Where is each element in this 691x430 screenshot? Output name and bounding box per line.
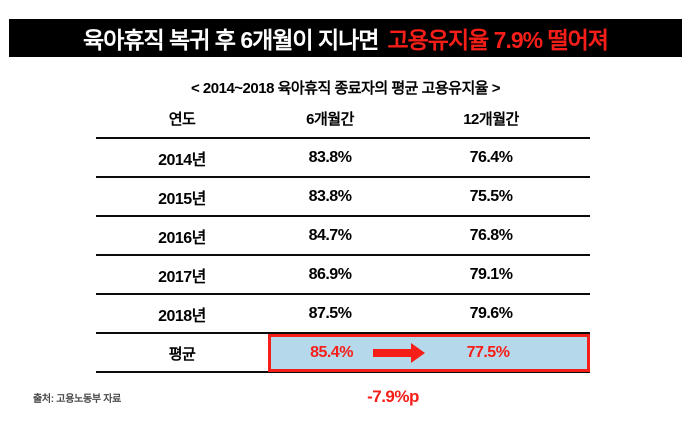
six-month-cell: 83.8% [308, 148, 352, 166]
six-month-cell: 83.8% [308, 187, 352, 205]
six-month-cell: 84.7% [308, 226, 352, 244]
average-row: 평균 85.4% 77.5% [96, 334, 590, 373]
year-cell: 2014년 [158, 151, 206, 169]
table-header-row: 연도 6개월간 12개월간 [96, 100, 590, 139]
twelve-month-cell: 79.6% [469, 304, 513, 322]
six-month-cell: 86.9% [308, 265, 352, 283]
twelve-month-cell: 76.8% [469, 226, 513, 244]
year-cell: 2015년 [158, 190, 206, 208]
header-six-month: 6개월간 [306, 111, 354, 128]
table-caption: < 2014~2018 육아휴직 종료자의 평균 고용유지율 > [190, 80, 501, 97]
six-month-cell: 87.5% [308, 304, 352, 322]
table-row: 2014년 83.8% 76.4% [96, 139, 590, 178]
table-row: 2017년 86.9% 79.1% [96, 256, 590, 295]
twelve-month-cell: 76.4% [469, 148, 513, 166]
twelve-month-cell: 79.1% [469, 265, 513, 283]
average-highlight-box: 85.4% 77.5% [268, 334, 590, 372]
title-highlight-text: 고용유지율 7.9% 떨어져 [387, 27, 608, 53]
twelve-month-cell: 75.5% [469, 187, 513, 205]
table-row: 2015년 83.8% 75.5% [96, 178, 590, 217]
average-twelve-month-value: 77.5% [466, 344, 510, 361]
year-cell: 2016년 [158, 229, 206, 247]
year-cell: 2018년 [158, 307, 206, 325]
table-row: 2018년 87.5% 79.6% [96, 295, 590, 334]
delta-annotation: -7.9%p [367, 387, 419, 406]
average-six-month-value: 85.4% [310, 344, 353, 361]
title-text: 육아휴직 복귀 후 6개월이 지나면 [83, 27, 379, 53]
header-year: 연도 [168, 111, 196, 128]
year-cell: 2017년 [158, 268, 206, 286]
table-row: 2016년 84.7% 76.8% [96, 217, 590, 256]
header-twelve-month: 12개월간 [463, 111, 519, 128]
source-note: 출처: 고용노동부 자료 [33, 394, 122, 405]
average-label: 평균 [168, 345, 196, 363]
right-arrow-icon [373, 349, 411, 357]
title-bar: 육아휴직 복귀 후 6개월이 지나면 고용유지율 7.9% 떨어져 [9, 19, 682, 57]
retention-table: 연도 6개월간 12개월간 2014년 83.8% 76.4% 2015년 83… [96, 100, 590, 373]
